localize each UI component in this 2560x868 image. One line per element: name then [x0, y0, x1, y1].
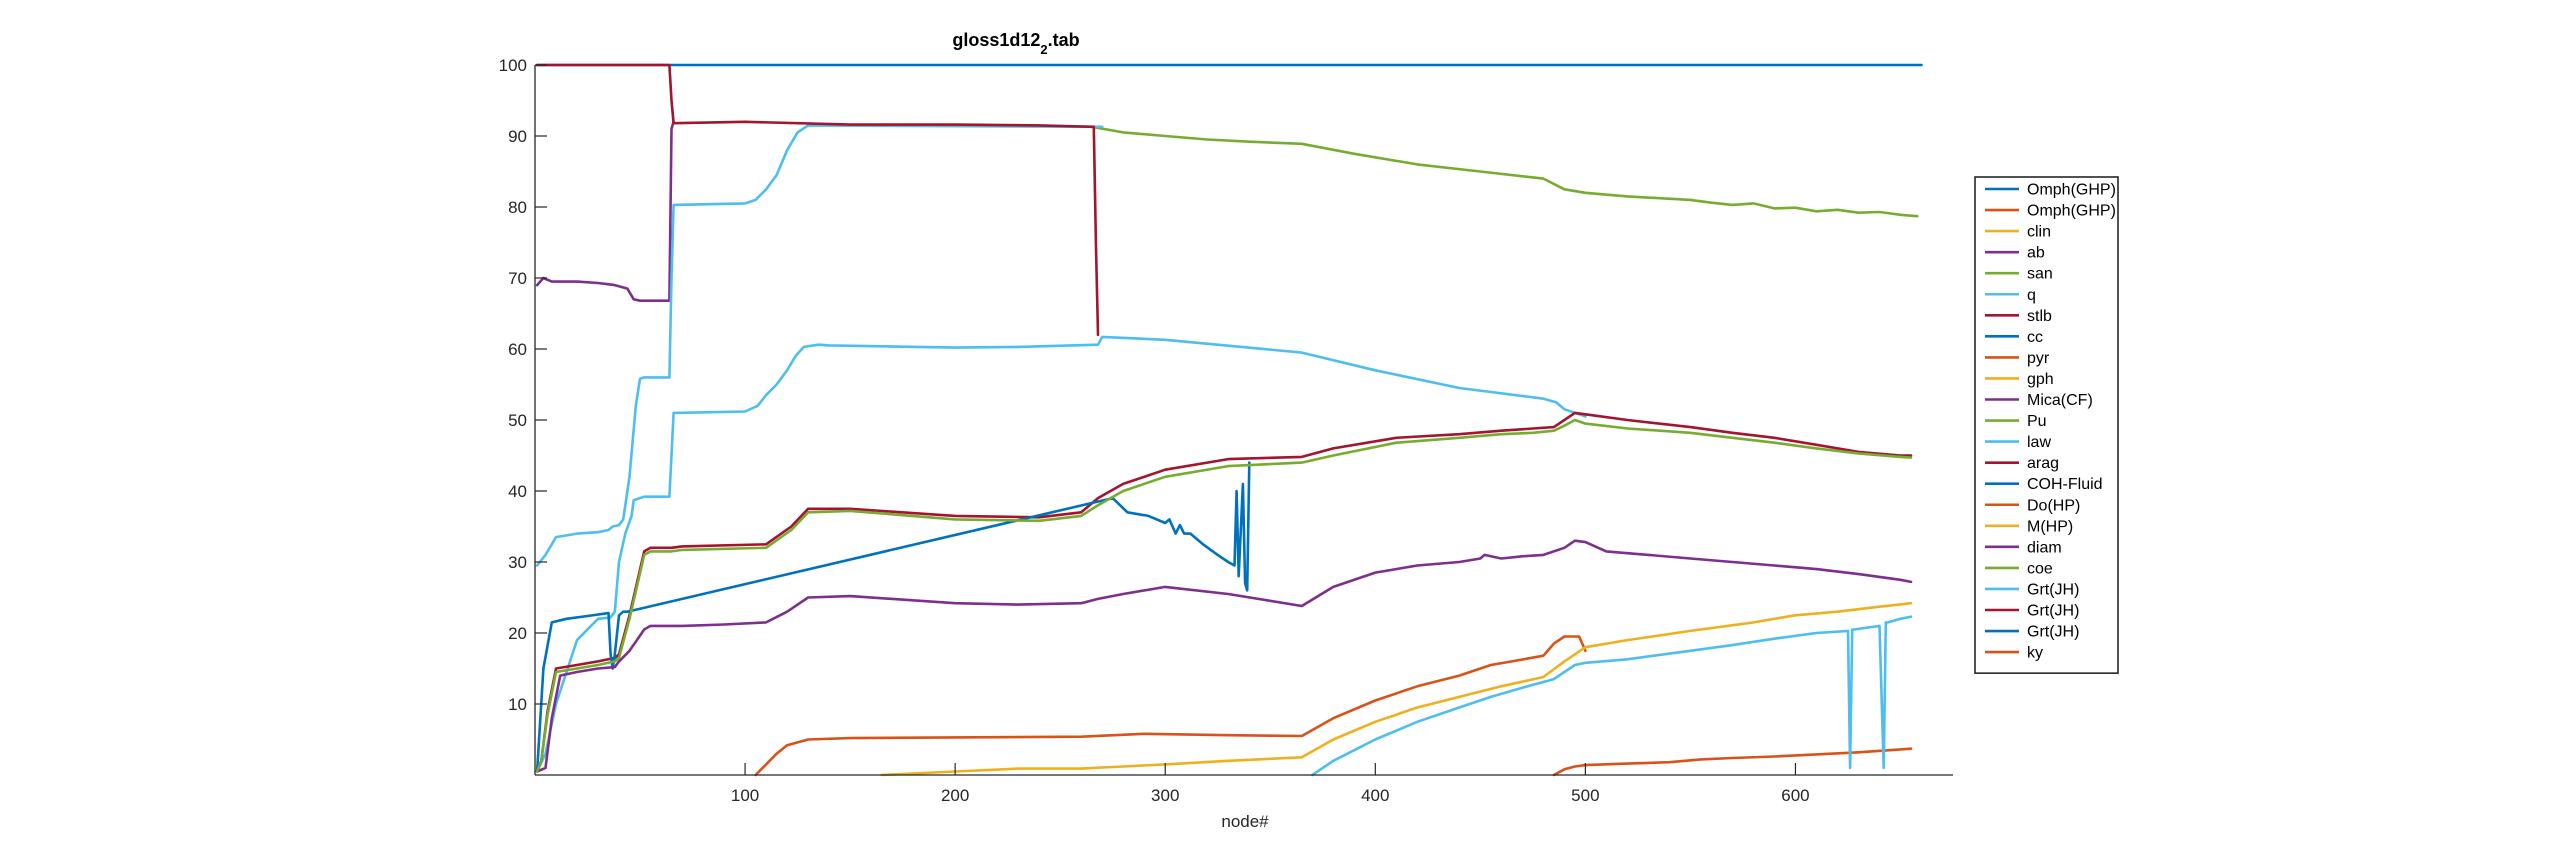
series-line-3 [535, 120, 675, 303]
legend-entry-label: Grt(JH) [2027, 603, 2079, 620]
legend-box [1974, 176, 2119, 674]
series-line-12 [535, 335, 1587, 773]
legend-entry-label: COH-Fluid [2027, 476, 2103, 493]
series-line-18 [535, 418, 1913, 773]
legend-entry-label: ab [2027, 245, 2045, 262]
y-tick-label: 20 [508, 624, 527, 643]
x-tick-label: 600 [1781, 786, 1809, 805]
y-tick-label: 80 [508, 198, 527, 217]
legend-entry-label: diam [2027, 539, 2062, 556]
x-tick-label: 500 [1571, 786, 1599, 805]
legend-entry-label: clin [2027, 224, 2051, 241]
series-line-17 [535, 539, 1913, 773]
series-line-4 [1090, 125, 1919, 218]
series-line-15 [754, 635, 1587, 777]
y-tick-label: 40 [508, 482, 527, 501]
legend-entry-label: san [2027, 266, 2053, 283]
legend-entry-label: law [2027, 434, 2051, 451]
chart-title-subscript: 2 [1040, 42, 1047, 57]
chart-title-suffix: .tab [1048, 30, 1080, 50]
chart-title: gloss1d122.tab [952, 30, 1079, 57]
x-tick-label: 100 [731, 786, 759, 805]
legend-entry-label: Mica(CF) [2027, 392, 2093, 409]
legend-entry-label: coe [2027, 560, 2053, 577]
legend-entry-label: q [2027, 287, 2036, 304]
x-tick-label: 300 [1151, 786, 1179, 805]
x-tick-label: 400 [1361, 786, 1389, 805]
legend-entry-label: Do(HP) [2027, 497, 2080, 514]
y-tick-label: 70 [508, 269, 527, 288]
legend-entry-label: Omph(GHP) [2027, 203, 2116, 220]
y-tick-label: 10 [508, 695, 527, 714]
chart-title-main: gloss1d12 [952, 30, 1040, 50]
legend-entry-label: cc [2027, 329, 2043, 346]
plot-series [535, 63, 1923, 777]
y-tick-label: 60 [508, 340, 527, 359]
legend-entry-label: ky [2027, 645, 2043, 662]
series-line-19 [1311, 615, 1913, 777]
series-line-14 [535, 461, 1251, 773]
series-line-6 [535, 63, 1100, 337]
legend-entry-label: pyr [2027, 350, 2050, 367]
legend-entry-label: gph [2027, 371, 2054, 388]
series-line-13 [535, 411, 1913, 773]
y-tick-label: 30 [508, 553, 527, 572]
legend-entry-label: Grt(JH) [2027, 624, 2079, 641]
legend-entry-label: Pu [2027, 413, 2047, 430]
series-line-5 [535, 124, 1104, 567]
series-line-8 [1552, 747, 1913, 777]
series-line-16 [880, 601, 1913, 777]
x-tick-label: 200 [941, 786, 969, 805]
legend-entry-label: Omph(GHP) [2027, 182, 2116, 199]
y-tick-label: 50 [508, 411, 527, 430]
legend-entry-label: stlb [2027, 308, 2052, 325]
legend-entry-label: M(HP) [2027, 518, 2073, 535]
axes [534, 64, 1953, 776]
legend-entry-label: Grt(JH) [2027, 581, 2079, 598]
legend-entry-label: arag [2027, 455, 2059, 472]
legend: Omph(GHP) Omph(GHP) clin ab san q stlb cc pyr gph… [1974, 176, 2119, 674]
x-axis-label: node# [1221, 812, 1269, 831]
tick-labels: 100 200 300 400 500 600 10 20 30 40 50 60 70 80 90 100 [499, 56, 1810, 805]
y-tick-label: 90 [508, 127, 527, 146]
y-tick-label: 100 [499, 56, 527, 75]
svg-text:gloss1d122.tab: gloss1d122.tab [952, 30, 1079, 57]
